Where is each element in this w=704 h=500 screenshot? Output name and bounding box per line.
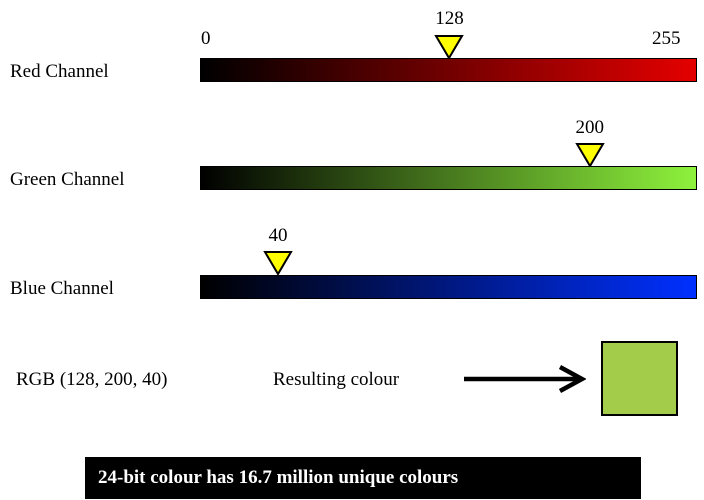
red-channel-label: Red Channel xyxy=(10,61,109,82)
green-channel-bar[interactable] xyxy=(200,166,697,190)
green-marker-triangle-icon[interactable] xyxy=(574,142,606,168)
scale-min-label: 0 xyxy=(201,28,211,49)
right-arrow-icon xyxy=(462,364,587,399)
resulting-colour-swatch xyxy=(601,341,678,416)
green-channel-label: Green Channel xyxy=(10,169,125,190)
scale-max-label: 255 xyxy=(652,28,681,49)
marker-triangle-shape xyxy=(575,143,605,168)
red-channel-bar[interactable] xyxy=(200,58,697,82)
blue-marker-triangle-icon[interactable] xyxy=(262,250,294,276)
marker-triangle-shape xyxy=(434,35,465,60)
green-marker-value: 200 xyxy=(575,117,605,138)
blue-marker-value: 40 xyxy=(268,225,288,246)
blue-channel-label: Blue Channel xyxy=(10,278,114,299)
red-marker-triangle-icon[interactable] xyxy=(433,34,465,60)
rgb-value-label: RGB (128, 200, 40) xyxy=(16,369,168,390)
red-marker-value: 128 xyxy=(435,8,464,29)
marker-triangle-shape xyxy=(263,251,293,276)
blue-channel-bar[interactable] xyxy=(200,275,697,299)
info-banner: 24-bit colour has 16.7 million unique co… xyxy=(85,457,641,499)
resulting-colour-label: Resulting colour xyxy=(273,369,400,390)
